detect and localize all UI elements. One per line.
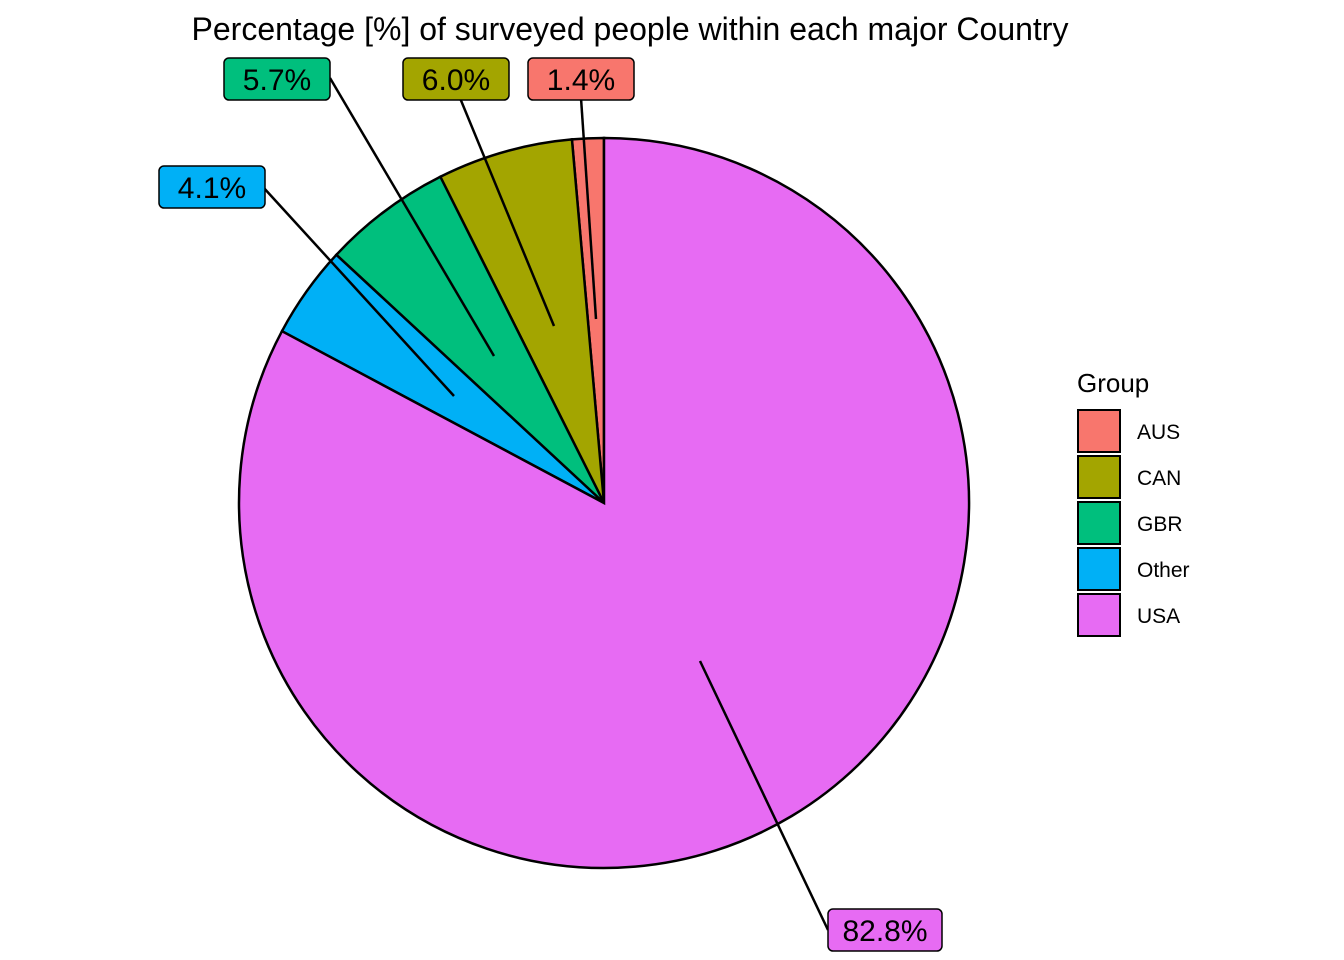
slice-label-can: 6.0%	[402, 57, 510, 101]
legend-swatch-can	[1077, 455, 1121, 499]
label-leader-lines	[262, 77, 830, 931]
pie-slice-gbr	[334, 175, 606, 504]
leader-line-usa	[698, 660, 830, 931]
slice-label-aus: 1.4%	[527, 57, 635, 101]
slice-label-usa: 82.8%	[827, 908, 943, 952]
legend-title: Group	[1077, 368, 1149, 398]
slice-label-text-usa: 82.8%	[842, 915, 927, 948]
legend-label-aus: AUS	[1137, 421, 1180, 444]
legend-label-usa: USA	[1137, 605, 1180, 628]
slice-label-text-aus: 1.4%	[547, 64, 615, 97]
slice-label-gbr: 5.7%	[223, 57, 331, 101]
slice-label-box-other	[158, 165, 266, 209]
slice-label-box-gbr	[223, 57, 331, 101]
chart-title: Percentage [%] of surveyed people within…	[192, 11, 1069, 47]
legend-swatch-other	[1077, 547, 1121, 591]
slice-label-box-usa	[827, 908, 943, 952]
slice-labels: 1.4% 6.0% 5.7% 4.1% 82.8%	[158, 57, 943, 952]
legend-label-other: Other	[1137, 559, 1190, 582]
legend-swatch-usa	[1077, 593, 1121, 637]
slice-label-box-can	[402, 57, 510, 101]
pie-slice-can	[438, 138, 606, 504]
slice-label-text-other: 4.1%	[178, 172, 246, 205]
legend: Group AUS CAN GBR Other USA	[1077, 368, 1190, 637]
legend-swatch-aus	[1077, 409, 1121, 453]
pie-slice-usa	[237, 136, 971, 870]
leader-line-other	[262, 186, 455, 397]
slice-label-text-gbr: 5.7%	[243, 64, 311, 97]
slice-label-other: 4.1%	[158, 165, 266, 209]
legend-swatch-gbr	[1077, 501, 1121, 545]
legend-label-can: CAN	[1137, 467, 1181, 490]
slice-label-box-aus	[527, 57, 635, 101]
legend-label-gbr: GBR	[1137, 513, 1183, 536]
leader-line-aus	[579, 97, 598, 320]
leader-line-can	[458, 97, 556, 327]
slice-label-text-can: 6.0%	[422, 64, 490, 97]
leader-line-gbr	[328, 77, 496, 357]
pie-slices	[237, 136, 971, 870]
